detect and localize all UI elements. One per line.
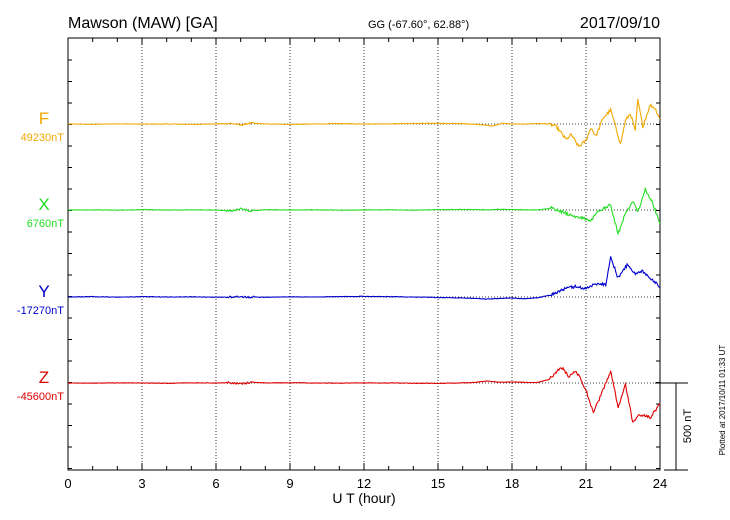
x-tick-label: 6 — [212, 476, 219, 491]
series-group — [67, 98, 661, 423]
axis-ticks — [67, 38, 661, 470]
series-baseline-f: 49230nT — [21, 132, 65, 144]
series-name-y: Y — [38, 282, 49, 301]
series-name-x: X — [38, 195, 49, 214]
grid-lines — [68, 38, 660, 470]
station-title: Mawson (MAW) [GA] — [68, 15, 218, 32]
x-axis-label: U T (hour) — [332, 490, 395, 506]
x-tick-label: 12 — [357, 476, 371, 491]
plotted-note: Plotted at 2017/10/11 01:33 UT — [718, 345, 727, 456]
scale-bar: 500 nT — [655, 382, 694, 471]
series-labels: F 49230nT X 6760nT Y -17270nT Z -45600nT — [17, 109, 64, 403]
series-line-y — [68, 256, 661, 300]
x-tick-label: 0 — [64, 476, 71, 491]
scale-bar-label: 500 nT — [682, 409, 694, 444]
x-tick-labels: 0 3 6 9 12 15 18 21 24 — [64, 476, 667, 491]
series-line-z — [67, 366, 661, 423]
x-tick-label: 21 — [579, 476, 593, 491]
series-name-f: F — [39, 109, 49, 128]
series-line-f — [67, 98, 661, 147]
x-tick-label: 18 — [505, 476, 519, 491]
series-baseline-z: -45600nT — [17, 391, 64, 403]
x-tick-label: 9 — [286, 476, 293, 491]
x-tick-label: 3 — [138, 476, 145, 491]
x-tick-label: 15 — [431, 476, 445, 491]
date-label: 2017/09/10 — [580, 15, 660, 32]
x-tick-label: 24 — [653, 476, 667, 491]
series-line-x — [68, 186, 661, 236]
coords-label: GG (-67.60°, 62.88°) — [368, 19, 469, 31]
series-baseline-x: 6760nT — [27, 218, 65, 230]
series-baseline-y: -17270nT — [17, 305, 64, 317]
series-name-z: Z — [39, 368, 49, 387]
